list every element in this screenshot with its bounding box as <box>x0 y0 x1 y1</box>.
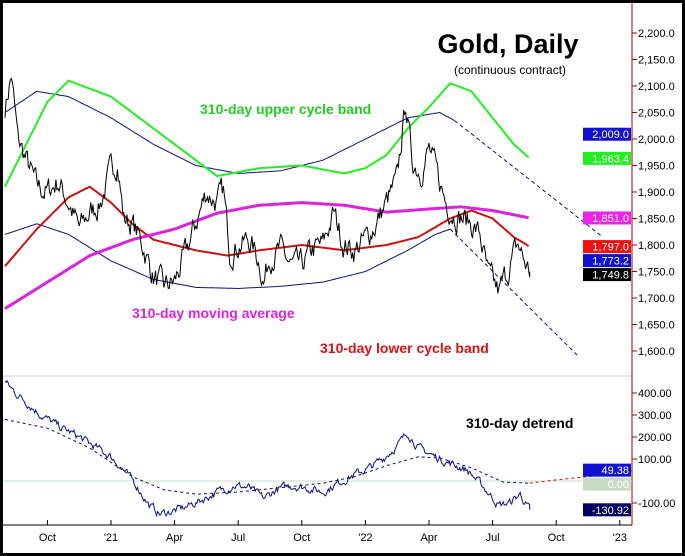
price-value-label-box <box>583 127 631 141</box>
upper-envelope-line <box>4 90 455 174</box>
y-tick-label: 2,050.0 <box>638 108 675 120</box>
chart-title: Gold, Daily <box>437 29 578 59</box>
y-tick-label: 2,000.0 <box>638 134 675 146</box>
y-tick-label: 2,150.0 <box>638 55 675 67</box>
x-tick-label: Apr <box>420 532 437 544</box>
x-tick-label: Jul <box>486 532 500 544</box>
price-value-label: 1,851.0 <box>592 213 629 225</box>
price-value-label-box <box>583 240 631 254</box>
y-tick-label: 1,650.0 <box>638 320 675 332</box>
y-tick-label: 2,200.0 <box>638 28 675 40</box>
price-value-label-box <box>583 151 631 165</box>
price-value-label-box <box>583 268 631 282</box>
detrend-value-label: 49.38 <box>601 465 629 477</box>
detrend-y-tick-label: 100.00 <box>638 454 672 466</box>
upper-band-annotation: 310-day upper cycle band <box>200 101 371 117</box>
y-tick-label: 1,600.0 <box>638 346 675 358</box>
price-value-label: 1,749.8 <box>592 270 629 282</box>
lower-band-annotation: 310-day lower cycle band <box>320 340 489 356</box>
price-value-label: 1,773.2 <box>592 256 629 268</box>
chart-subtitle: (continuous contract) <box>454 63 566 77</box>
x-tick-label: Oct <box>293 532 310 544</box>
x-tick-label: Jul <box>231 532 245 544</box>
detrend-value-label: -130.92 <box>592 505 629 517</box>
x-tick-label: Oct <box>548 532 565 544</box>
detrend-y-tick-label: 200.00 <box>638 432 672 444</box>
ma-annotation: 310-day moving average <box>132 305 295 321</box>
x-tick-label: Oct <box>39 532 56 544</box>
y-tick-label: 1,700.0 <box>638 293 675 305</box>
detrend-line <box>4 379 531 518</box>
upper-envelope-projection <box>454 120 604 238</box>
price-line <box>4 77 531 294</box>
detrend-value-label-box <box>583 463 631 477</box>
detrend-value-label-box <box>583 477 631 491</box>
detrend-y-tick-label: 400.00 <box>638 388 672 400</box>
upper-cycle-band-line <box>4 79 530 188</box>
price-value-label: 1,797.0 <box>592 242 629 254</box>
x-tick-label: '21 <box>104 532 118 544</box>
detrend-y-tick-label: 300.00 <box>638 410 672 422</box>
price-value-label: 2,009.0 <box>592 129 629 141</box>
y-tick-label: 1,800.0 <box>638 240 675 252</box>
detrend-y-tick-label: -100.00 <box>638 498 675 510</box>
moving-average-line <box>4 201 529 310</box>
y-tick-label: 1,950.0 <box>638 161 675 173</box>
detrend-value-label-box <box>583 503 631 517</box>
detrend-value-label: 0.00 <box>608 479 629 491</box>
lower-envelope-line <box>4 223 451 290</box>
x-tick-label: Apr <box>166 532 183 544</box>
lower-envelope-projection <box>449 228 578 356</box>
lower-cycle-band-line <box>4 185 530 267</box>
y-tick-label: 1,850.0 <box>638 214 675 226</box>
x-tick-label: '23 <box>613 532 627 544</box>
x-tick-label: '22 <box>358 532 372 544</box>
price-value-label-box <box>583 211 631 225</box>
y-tick-label: 1,750.0 <box>638 267 675 279</box>
detrend-title: 310-day detrend <box>466 415 573 431</box>
price-value-label-box <box>583 254 631 268</box>
detrend-cycle-line <box>4 418 529 495</box>
price-value-label: 1,963.4 <box>592 153 629 165</box>
y-tick-label: 1,900.0 <box>638 187 675 199</box>
y-tick-label: 2,100.0 <box>638 81 675 93</box>
